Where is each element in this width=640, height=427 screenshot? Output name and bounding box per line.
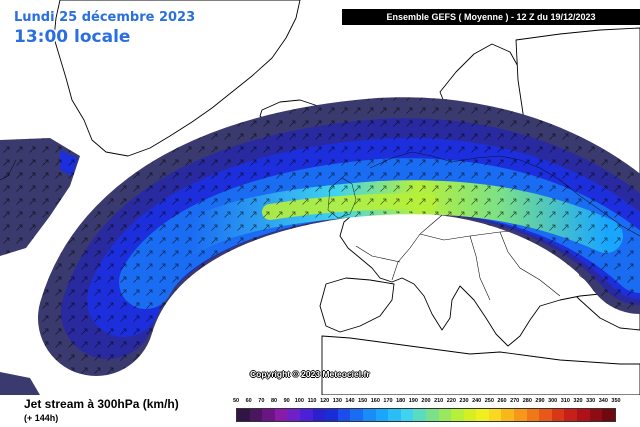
legend-tick-label: 50: [232, 398, 240, 404]
legend-tick-label: 240: [472, 398, 482, 404]
forecast-step: (+ 144h): [24, 413, 59, 423]
copyright-notice: Copyright © 2023 Meteociel.fr: [250, 369, 370, 379]
legend-swatch: [325, 409, 338, 421]
legend-tick-label: 150: [358, 398, 368, 404]
legend-swatch: [463, 409, 477, 421]
legend-swatch: [274, 409, 288, 421]
parameter-title: Jet stream à 300hPa (km/h): [24, 397, 179, 411]
legend-tick-label: 330: [586, 398, 596, 404]
legend-tick-label: 220: [446, 398, 456, 404]
greenland-landmass: [53, 0, 301, 157]
legend-tick-label: 160: [370, 398, 380, 404]
legend-tick-label: 210: [434, 398, 444, 404]
legend-tick-label: 190: [408, 398, 418, 404]
legend-tick-label: 170: [383, 398, 393, 404]
legend-swatch: [350, 409, 363, 421]
legend-swatch: [564, 409, 578, 421]
jet-arrows: [38, 97, 640, 376]
model-run-banner: Ensemble GEFS ( Moyenne ) - 12 Z du 19/1…: [342, 9, 640, 25]
legend-tick-label: 100: [294, 398, 304, 404]
legend-tick-label: 180: [396, 398, 406, 404]
legend-tick-label: 350: [611, 398, 621, 404]
legend-tick-label: 340: [598, 398, 608, 404]
legend-swatch: [237, 409, 250, 421]
legend-tick-label: 300: [548, 398, 558, 404]
legend-tick-label: 200: [421, 398, 431, 404]
jet-stream: [0, 97, 640, 395]
legend-swatch: [438, 409, 452, 421]
legend-swatch: [337, 409, 351, 421]
legend-swatch: [413, 409, 426, 421]
legend-tick-label: 140: [345, 398, 355, 404]
legend-tick-label: 310: [560, 398, 570, 404]
legend-tick-label: 320: [573, 398, 583, 404]
forecast-local-time: 13:00 locale: [14, 27, 131, 47]
legend-tick-label: 70: [258, 398, 265, 404]
legend-tick-label: 130: [332, 398, 342, 404]
legend-swatch: [539, 409, 552, 421]
legend-tick-label: 60: [245, 398, 252, 404]
legend-swatch: [451, 409, 464, 421]
legend-swatch: [501, 409, 515, 421]
legend-swatch: [400, 409, 414, 421]
legend-tick-label: 120: [320, 398, 330, 404]
color-legend-labels: 50 60 70 80 90 100 110 120 130 140 150 160 170 180 190…: [232, 398, 621, 406]
legend-tick-label: 260: [497, 398, 507, 404]
legend-tick-label: 280: [522, 398, 532, 404]
jet-stream-map: [0, 0, 640, 395]
color-legend-scale: [236, 408, 616, 422]
forecast-date: Lundi 25 décembre 2023: [14, 10, 196, 25]
legend-tick-label: 90: [283, 398, 290, 404]
legend-swatch: [577, 409, 590, 421]
legend-swatch: [514, 409, 527, 421]
legend-tick-label: 270: [510, 398, 520, 404]
legend-swatch: [249, 409, 263, 421]
legend-tick-label: 290: [535, 398, 545, 404]
legend-tick-label: 230: [459, 398, 469, 404]
legend-swatch: [602, 409, 615, 421]
legend-tick-label: 80: [270, 398, 278, 404]
legend-tick-label: 250: [484, 398, 494, 404]
legend-swatch: [425, 409, 439, 421]
coastlines-overlay: [0, 151, 640, 237]
legend-swatch: [312, 409, 326, 421]
legend-swatch: [299, 409, 313, 421]
iberia-landmass: [319, 277, 395, 333]
legend-swatch: [526, 409, 540, 421]
legend-swatch: [362, 409, 376, 421]
legend-swatch: [476, 409, 489, 421]
legend-swatch: [589, 409, 603, 421]
jet-patch-southwest: [0, 372, 40, 395]
legend-swatch: [262, 409, 275, 421]
legend-swatch: [551, 409, 565, 421]
legend-swatch: [287, 409, 300, 421]
legend-swatch: [375, 409, 389, 421]
north-africa-landmass: [321, 335, 640, 395]
jet-patch-northwest-arrows: [0, 138, 80, 256]
legend-tick-label: 110: [307, 398, 317, 404]
legend-swatch: [388, 409, 401, 421]
legend-swatch: [488, 409, 502, 421]
